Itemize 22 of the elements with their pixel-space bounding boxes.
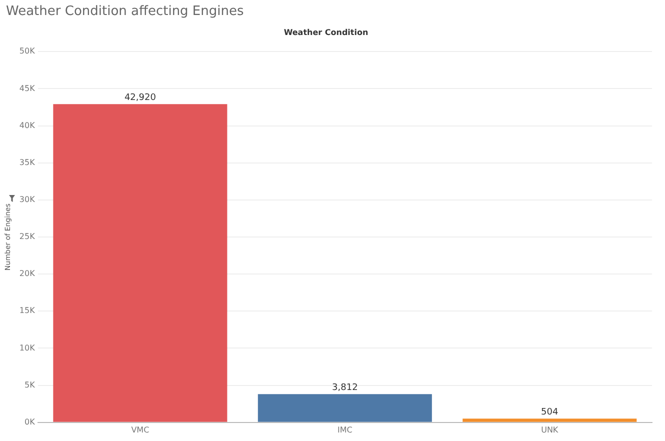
x-tick-label: UNK: [541, 425, 559, 434]
y-tick-label: 5K: [24, 380, 36, 390]
bar: [53, 104, 228, 422]
x-tick-label: VMC: [131, 425, 150, 434]
y-tick-label: 30K: [19, 195, 36, 204]
y-tick-label: 20K: [19, 269, 36, 278]
y-tick-label: 10K: [19, 343, 36, 352]
y-tick-label: 50K: [19, 46, 36, 56]
bar: [462, 418, 637, 422]
chart-subtitle: Weather Condition: [284, 28, 368, 37]
data-label: 504: [541, 408, 558, 418]
chart-title: Weather Condition affecting Engines: [6, 4, 244, 19]
y-tick-label: 35K: [19, 158, 36, 167]
data-label: 3,812: [332, 382, 358, 393]
y-tick-label: 40K: [19, 120, 36, 130]
x-tick-label: IMC: [337, 425, 353, 434]
y-tick-label: 0K: [24, 417, 36, 426]
bar: [258, 394, 432, 422]
y-tick-label: 25K: [19, 232, 36, 242]
y-tick-label: 45K: [19, 84, 36, 93]
y-tick-label: 15K: [19, 306, 36, 316]
data-label: 42,920: [124, 92, 156, 103]
